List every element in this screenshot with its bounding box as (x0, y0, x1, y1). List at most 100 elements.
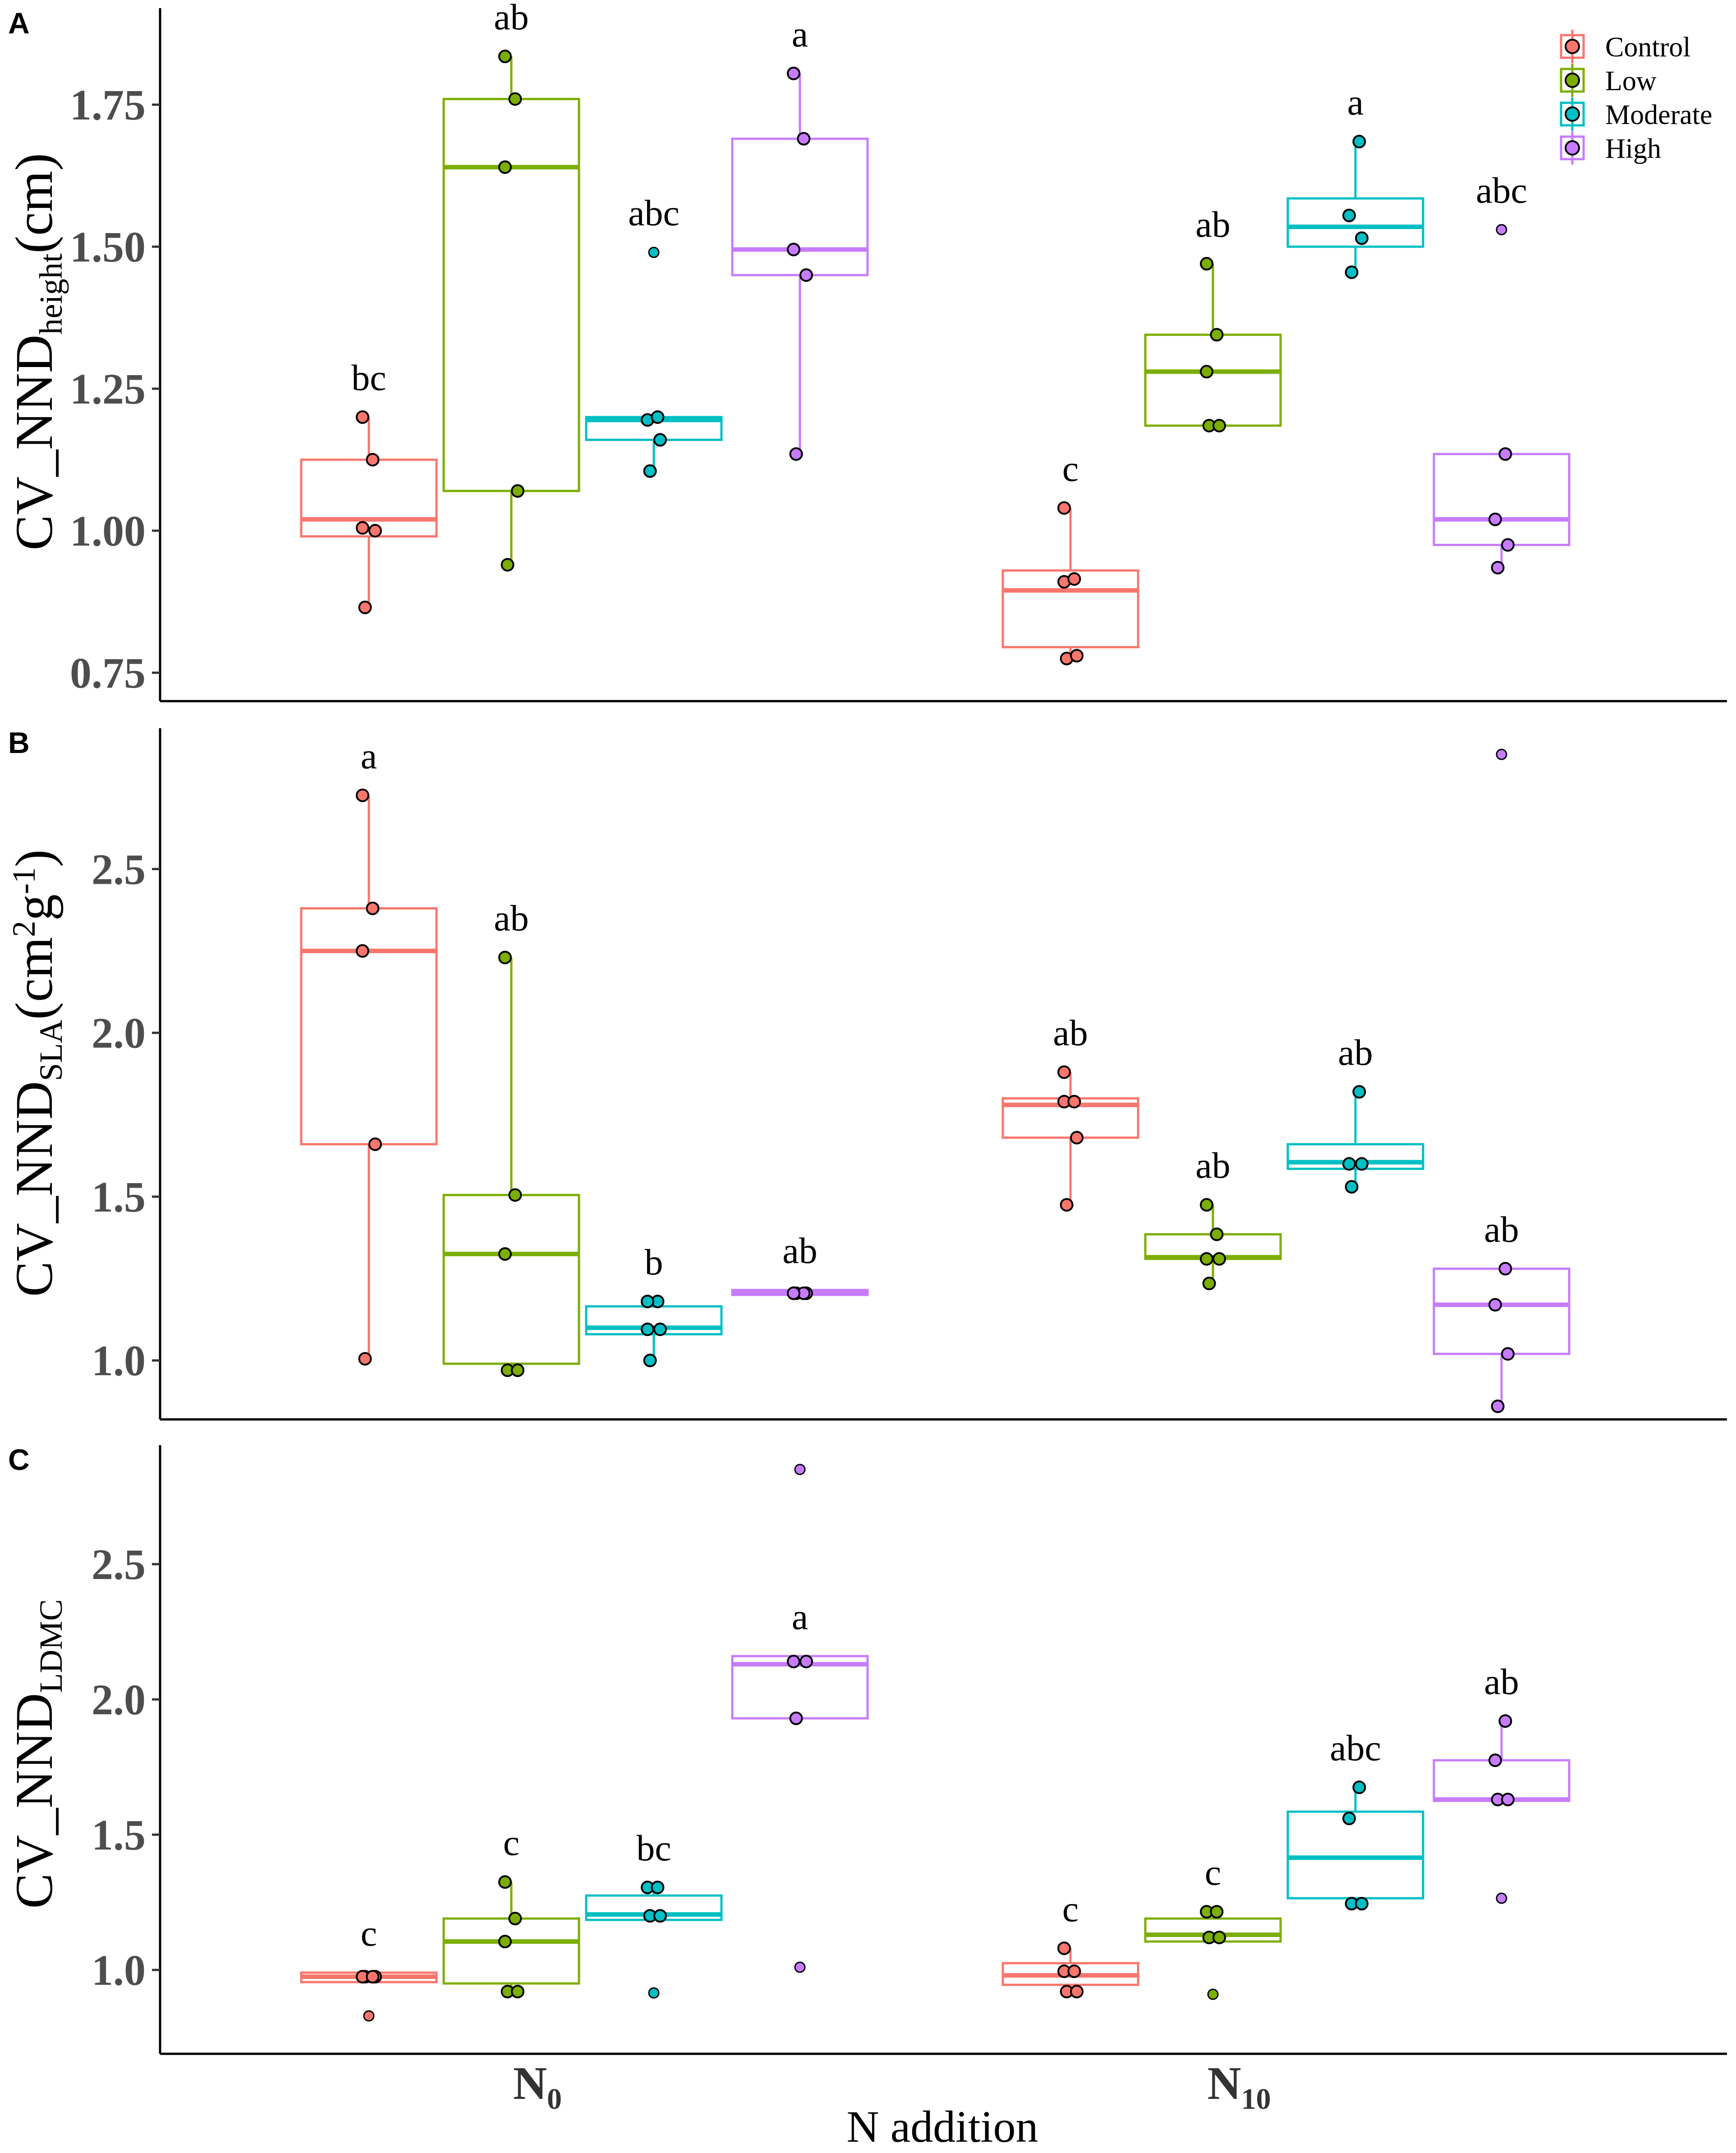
data-point (1210, 328, 1224, 342)
significance-letter: c (361, 1913, 377, 1954)
data-point (1057, 501, 1071, 515)
data-point (1070, 1985, 1084, 1998)
y-tick-label-b: 1.0 (92, 1336, 146, 1385)
data-point (1501, 1347, 1515, 1361)
data-point (1070, 1131, 1084, 1145)
significance-letter: bc (351, 357, 386, 398)
significance-letter: abc (1476, 170, 1527, 211)
box-a-moderate-1: a (1286, 82, 1424, 279)
data-point (498, 1935, 512, 1948)
legend-item-control: Control (1560, 30, 1690, 63)
significance-letter: a (361, 735, 377, 776)
data-point (1488, 512, 1502, 526)
y-tick-label-b: 1.5 (92, 1173, 146, 1221)
box-a-high-0: a (731, 14, 869, 461)
legend-label-high: High (1605, 133, 1661, 164)
data-point (368, 1137, 382, 1151)
data-point (1212, 1252, 1226, 1266)
significance-letter: abc (628, 193, 680, 234)
data-point (358, 601, 372, 615)
outlier-point (1496, 224, 1507, 235)
box-body (442, 1194, 580, 1365)
y-tick-label-c: 1.5 (92, 1811, 146, 1859)
significance-letter: ab (1195, 1145, 1230, 1186)
significance-letter: ab (1195, 204, 1230, 245)
legend-dot-moderate (1565, 106, 1580, 122)
data-point (498, 50, 512, 64)
data-point (787, 243, 800, 257)
data-point (1342, 1812, 1356, 1825)
box-c-high-1: ab (1433, 1661, 1571, 1904)
data-point (1345, 265, 1359, 279)
significance-letter: a (792, 1596, 808, 1637)
data-point (787, 1286, 800, 1300)
outlier-point (794, 1464, 806, 1475)
box-a-moderate-0: abc (585, 193, 723, 478)
significance-letter: ab (1338, 1032, 1373, 1073)
data-point (643, 464, 657, 478)
data-point (511, 1985, 524, 1998)
significance-letter: c (1062, 448, 1079, 489)
panel-letter-c: C (8, 1443, 30, 1476)
outlier-point (794, 1961, 806, 1973)
box-body (731, 138, 869, 276)
data-point (498, 160, 512, 174)
data-point (1200, 1252, 1213, 1266)
box-a-high-1: abc (1433, 170, 1571, 574)
y-axis-title-a: CV_NNDheight(cm) (5, 153, 69, 550)
significance-letter: c (1205, 1852, 1221, 1893)
box-body (1144, 333, 1282, 427)
legend-dot-control (1565, 39, 1580, 54)
box-body (1433, 1267, 1571, 1355)
data-point (799, 268, 813, 282)
data-point (511, 1363, 524, 1377)
y-tick-label-a: 1.50 (70, 223, 146, 271)
significance-letter: ab (782, 1230, 817, 1271)
data-point (508, 1188, 522, 1202)
data-point (358, 1352, 372, 1366)
data-point (501, 558, 514, 572)
box-body (300, 907, 438, 1146)
significance-letter: abc (1330, 1727, 1381, 1768)
data-point (366, 901, 380, 915)
data-point (498, 1247, 512, 1261)
box-a-control-0: bc (300, 357, 438, 615)
box-c-control-0: c (300, 1913, 438, 2022)
data-point (368, 524, 382, 538)
box-b-high-1: ab (1433, 748, 1571, 1413)
box-b-low-0: ab (442, 898, 580, 1377)
data-point (511, 484, 524, 498)
box-body (442, 1917, 580, 1985)
data-point (1352, 135, 1366, 149)
box-b-control-0: a (300, 735, 438, 1366)
y-tick-label-a: 1.25 (70, 365, 146, 413)
significance-letter: c (1062, 1888, 1079, 1929)
data-point (1200, 365, 1213, 379)
data-point (1491, 560, 1505, 574)
significance-letter: bc (636, 1827, 671, 1868)
y-tick-label-c: 1.0 (92, 1946, 146, 1994)
data-point (653, 1322, 667, 1336)
data-point (1212, 418, 1226, 432)
outlier-point (363, 2010, 375, 2022)
outlier-point (1496, 1892, 1507, 1904)
data-point (1202, 1276, 1216, 1290)
box-b-control-1: ab (1001, 1012, 1139, 1212)
data-point (1498, 447, 1512, 461)
data-point (1057, 1942, 1071, 1955)
data-point (1067, 1965, 1081, 1978)
data-point (1067, 572, 1081, 586)
box-a-low-0: ab (442, 0, 580, 572)
data-point (1501, 1793, 1515, 1806)
data-point (1342, 1157, 1356, 1171)
box-b-moderate-0: b (585, 1241, 723, 1368)
box-c-control-1: c (1001, 1888, 1139, 1998)
legend: Control Low Moderate High (1560, 30, 1713, 165)
legend-label-low: Low (1605, 66, 1657, 96)
data-point (1342, 208, 1356, 222)
box-c-moderate-1: abc (1286, 1727, 1424, 1910)
x-axis-title: N addition (847, 2102, 1038, 2152)
y-tick-label-c: 2.5 (92, 1540, 146, 1588)
data-point (797, 132, 811, 146)
significance-letter: ab (1484, 1209, 1519, 1250)
